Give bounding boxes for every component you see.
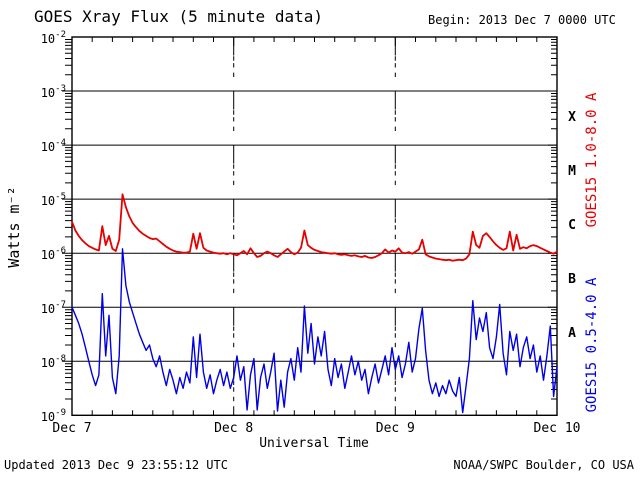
source-attribution: NOAA/SWPC Boulder, CO USA	[453, 458, 634, 472]
y-axis-title: Watts m⁻²	[5, 186, 23, 268]
updated-timestamp: Updated 2013 Dec 9 23:55:12 UTC	[4, 458, 228, 472]
flare-class-letter-X: X	[568, 110, 576, 126]
y-axis-tick-label: 10-9	[40, 408, 66, 425]
plot-frame	[71, 36, 558, 416]
x-axis-tick-label: Dec 8	[214, 421, 254, 436]
y-axis-tick-label: 10-6	[40, 246, 66, 263]
log-minor-ticks	[62, 39, 557, 400]
flare-class-letter-A: A	[568, 326, 576, 342]
flare-class-letter-C: C	[568, 218, 576, 234]
flare-class-letter-M: M	[568, 164, 576, 180]
day-boundary-dashed-lines	[233, 37, 396, 402]
series-label-short-channel: GOES15 0.5-4.0 A	[584, 277, 600, 413]
series-label-long-channel: GOES15 1.0-8.0 A	[584, 92, 600, 228]
x-axis-title: Universal Time	[259, 436, 369, 451]
chart-title: GOES Xray Flux (5 minute data)	[34, 7, 323, 26]
x-axis-tick-label: Dec 7	[52, 421, 92, 436]
y-axis-tick-label: 10-2	[40, 30, 66, 46]
y-axis-tick-label: 10-5	[40, 192, 66, 209]
y-axis-tick-label: 10-3	[40, 84, 66, 101]
hour-ticks	[91, 37, 538, 416]
flare-class-letter-B: B	[568, 272, 576, 288]
series-line-long-channel	[71, 193, 558, 262]
series-line-short-channel	[71, 248, 558, 414]
x-axis-tick-label: Dec 10	[533, 421, 581, 436]
begin-timestamp-label: Begin: 2013 Dec 7 0000 UTC	[428, 13, 616, 27]
y-axis-tick-label: 10-4	[40, 138, 66, 155]
y-axis-tick-label: 10-8	[40, 354, 66, 371]
y-axis-tick-label: 10-7	[40, 300, 66, 317]
x-axis-tick-label: Dec 9	[375, 421, 415, 436]
decade-gridlines	[72, 90, 557, 362]
